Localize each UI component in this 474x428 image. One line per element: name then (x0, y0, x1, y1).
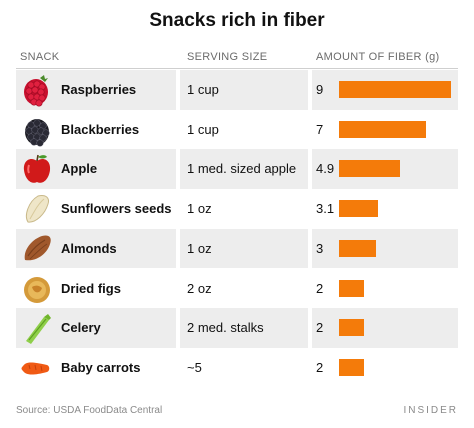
fiber-bar (339, 81, 451, 98)
serving-size: 1 oz (187, 201, 212, 217)
snack-name: Sunflowers seeds (61, 201, 172, 217)
serving-size: 1 oz (187, 240, 212, 256)
fiber-value-label: 3.1 (316, 201, 335, 217)
fiber-bar (339, 200, 378, 218)
fiber-bar (339, 120, 427, 138)
row-shade (312, 228, 458, 269)
snack-name: Apple (61, 161, 98, 177)
row-shade (180, 70, 308, 110)
fiber-value-label: 7 (316, 121, 324, 137)
fiber-value-label: 2 (316, 280, 324, 296)
header-serving-size: SERVING SIZE (187, 51, 268, 63)
serving-size: 1 cup (187, 82, 219, 97)
snack-name: Baby carrots (61, 359, 141, 375)
serving-size: 1 cup (187, 121, 219, 137)
fiber-bar (339, 160, 400, 178)
sunflower-seed-icon (20, 192, 54, 226)
chart-title: Snacks rich in fiber (149, 10, 325, 31)
fiber-value-label: 2 (316, 359, 324, 375)
source-note: Source: USDA FoodData Central (16, 405, 163, 416)
snack-name: Dried figs (61, 280, 121, 296)
table-row: Celery 2 med. stalks 2 (16, 308, 458, 348)
fiber-value-label: 3 (316, 240, 324, 256)
fiber-value-label: 9 (316, 82, 324, 97)
fiber-bar (339, 239, 377, 257)
blackberry-icon (20, 113, 54, 147)
row-shade (180, 308, 308, 348)
almond-icon (20, 232, 54, 266)
brand-logo: INSIDER (403, 405, 458, 416)
row-shade (180, 149, 308, 190)
snack-name: Raspberries (61, 82, 137, 97)
fiber-bar (339, 319, 364, 337)
snack-name: Celery (61, 320, 101, 336)
row-shade (180, 228, 308, 269)
serving-size: 1 med. sized apple (187, 161, 297, 177)
table-row: Dried figs 2 oz 2 (16, 269, 458, 309)
table-row: Apple 1 med. sized apple 4.9 (16, 149, 458, 190)
apple-icon (20, 152, 54, 186)
serving-size: 2 med. stalks (187, 320, 264, 336)
header-snack: SNACK (20, 51, 60, 63)
fiber-bar (339, 279, 364, 297)
snack-name: Almonds (61, 240, 117, 256)
table-row: Blackberries 1 cup 7 (16, 110, 458, 150)
table-row: Baby carrots ~5 2 (16, 348, 458, 388)
table-row: Sunflowers seeds 1 oz 3.1 (16, 189, 458, 229)
dried-fig-icon (20, 272, 54, 306)
snack-name: Blackberries (61, 121, 140, 137)
header-divider (16, 68, 458, 69)
header-fiber: AMOUNT OF FIBER (g) (316, 51, 440, 63)
serving-size: ~5 (187, 359, 202, 375)
fiber-bar (339, 358, 364, 376)
table-row: Almonds 1 oz 3 (16, 228, 458, 269)
carrot-icon (20, 351, 54, 385)
serving-size: 2 oz (187, 280, 212, 296)
row-shade (312, 308, 458, 348)
table-row: Raspberries 1 cup 9 (16, 70, 458, 110)
fiber-value-label: 4.9 (316, 161, 335, 177)
fiber-value-label: 2 (316, 320, 324, 336)
raspberry-icon (20, 73, 54, 107)
celery-icon (20, 311, 54, 345)
